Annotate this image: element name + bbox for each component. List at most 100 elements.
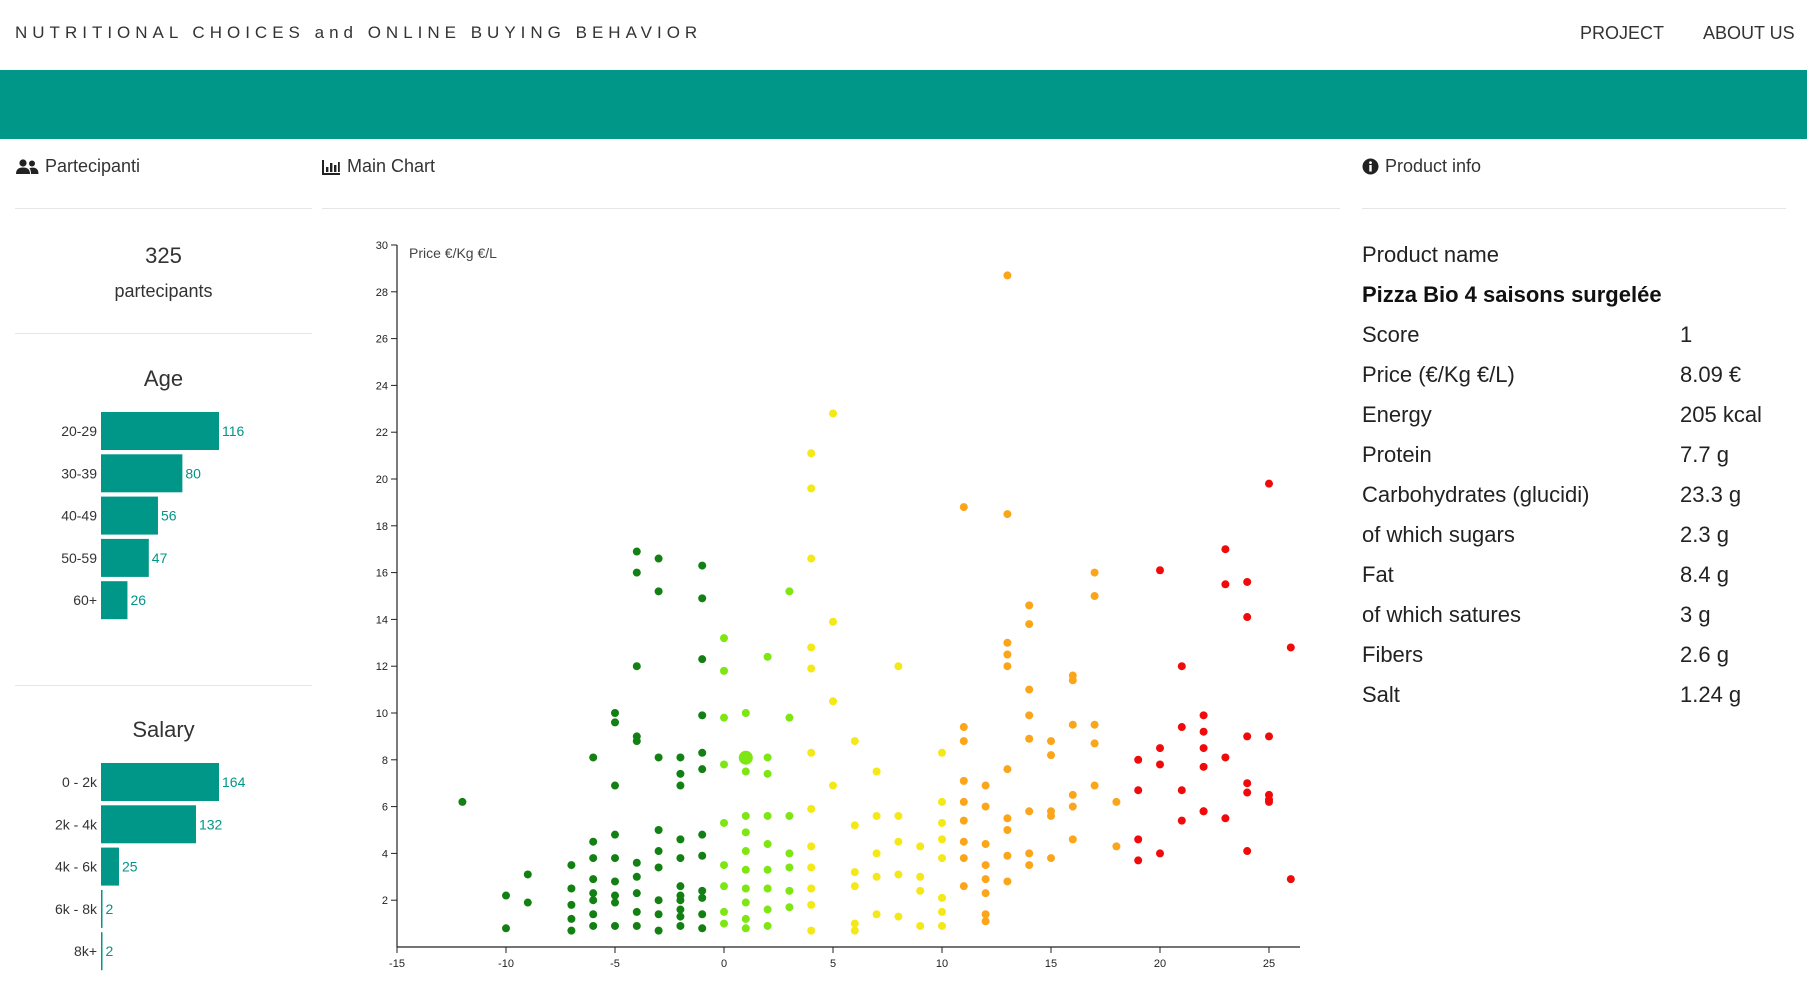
scatter-point[interactable]: [611, 830, 619, 839]
scatter-point[interactable]: [1156, 566, 1164, 575]
scatter-point[interactable]: [807, 554, 816, 563]
scatter-point[interactable]: [1047, 854, 1055, 863]
scatter-point[interactable]: [829, 409, 837, 418]
scatter-point[interactable]: [807, 900, 816, 909]
scatter-point[interactable]: [632, 907, 641, 916]
scatter-point[interactable]: [938, 835, 946, 844]
scatter-point[interactable]: [981, 781, 990, 790]
scatter-point[interactable]: [502, 924, 510, 933]
scatter-point[interactable]: [741, 767, 750, 776]
scatter-point[interactable]: [1177, 816, 1186, 825]
scatter-point[interactable]: [807, 484, 816, 493]
scatter-point[interactable]: [1112, 842, 1121, 851]
scatter-point[interactable]: [523, 898, 532, 907]
nav-about-us[interactable]: ABOUT US: [1703, 23, 1795, 43]
scatter-point[interactable]: [807, 926, 816, 935]
scatter-point[interactable]: [938, 893, 946, 902]
scatter-point[interactable]: [807, 863, 816, 872]
scatter-point[interactable]: [1265, 479, 1273, 488]
scatter-point[interactable]: [676, 753, 685, 762]
bar[interactable]: [101, 538, 149, 577]
scatter-point[interactable]: [611, 921, 619, 930]
scatter-point[interactable]: [698, 711, 707, 720]
scatter-point[interactable]: [894, 870, 903, 879]
scatter-point[interactable]: [763, 865, 772, 874]
scatter-point[interactable]: [632, 921, 641, 930]
scatter-point[interactable]: [1134, 755, 1143, 764]
scatter-point[interactable]: [850, 919, 859, 928]
scatter-point[interactable]: [938, 818, 946, 827]
scatter-point[interactable]: [850, 821, 859, 830]
scatter-point[interactable]: [872, 811, 881, 820]
scatter-point[interactable]: [698, 594, 707, 603]
scatter-point[interactable]: [1003, 650, 1012, 659]
scatter-point[interactable]: [1003, 814, 1012, 823]
scatter-point[interactable]: [654, 896, 663, 905]
scatter-point[interactable]: [916, 872, 925, 881]
scatter-point[interactable]: [698, 910, 707, 919]
scatter-point[interactable]: [589, 889, 598, 898]
scatter-point[interactable]: [720, 919, 728, 928]
scatter-point[interactable]: [676, 921, 685, 930]
scatter-point[interactable]: [763, 769, 772, 778]
scatter-point[interactable]: [872, 872, 881, 881]
scatter-point[interactable]: [763, 652, 772, 661]
scatter-point[interactable]: [698, 748, 707, 757]
scatter-point[interactable]: [1243, 788, 1252, 797]
scatter-point[interactable]: [959, 503, 968, 512]
scatter-point[interactable]: [1177, 662, 1186, 671]
scatter-point[interactable]: [698, 561, 707, 570]
scatter-point[interactable]: [1134, 856, 1143, 865]
scatter-point[interactable]: [1199, 744, 1208, 753]
scatter-point[interactable]: [1090, 720, 1099, 729]
scatter-point[interactable]: [1134, 786, 1143, 795]
scatter-point[interactable]: [1156, 849, 1164, 858]
scatter-point[interactable]: [523, 870, 532, 879]
scatter-point[interactable]: [1221, 753, 1230, 762]
scatter-point[interactable]: [807, 664, 816, 673]
scatter-point[interactable]: [807, 449, 816, 458]
scatter-point[interactable]: [959, 882, 968, 891]
scatter-point[interactable]: [589, 837, 598, 846]
scatter-point[interactable]: [567, 900, 576, 909]
scatter-point[interactable]: [698, 765, 707, 774]
scatter-point[interactable]: [981, 861, 990, 870]
scatter-point[interactable]: [785, 863, 794, 872]
scatter-point[interactable]: [1003, 638, 1012, 647]
scatter-point[interactable]: [1025, 620, 1034, 629]
scatter-point[interactable]: [720, 634, 728, 643]
scatter-point[interactable]: [1068, 835, 1077, 844]
scatter-point[interactable]: [1243, 577, 1252, 586]
scatter-point[interactable]: [894, 912, 903, 921]
scatter-point[interactable]: [1221, 580, 1230, 589]
scatter-point[interactable]: [785, 903, 794, 912]
scatter-point[interactable]: [589, 910, 598, 919]
scatter-point[interactable]: [938, 797, 946, 806]
scatter-point[interactable]: [959, 723, 968, 732]
scatter-point[interactable]: [938, 907, 946, 916]
bar[interactable]: [101, 412, 219, 450]
scatter-point[interactable]: [720, 861, 728, 870]
scatter-point[interactable]: [1243, 732, 1252, 741]
scatter-point[interactable]: [676, 912, 685, 921]
scatter-point[interactable]: [1177, 786, 1186, 795]
scatter-point[interactable]: [698, 893, 707, 902]
scatter-point[interactable]: [807, 842, 816, 851]
scatter-point[interactable]: [458, 797, 467, 806]
scatter-point[interactable]: [916, 842, 925, 851]
bar[interactable]: [101, 805, 196, 844]
scatter-point[interactable]: [938, 921, 946, 930]
scatter-point[interactable]: [1112, 797, 1121, 806]
scatter-point[interactable]: [1025, 711, 1034, 720]
bar[interactable]: [101, 932, 103, 971]
scatter-point[interactable]: [785, 587, 794, 596]
scatter-point[interactable]: [654, 863, 663, 872]
scatter-point[interactable]: [959, 737, 968, 746]
bar[interactable]: [101, 889, 103, 928]
scatter-point[interactable]: [654, 926, 663, 935]
scatter-point[interactable]: [698, 655, 707, 664]
bar[interactable]: [101, 581, 128, 620]
scatter-point[interactable]: [720, 907, 728, 916]
selected-point[interactable]: [738, 750, 753, 765]
scatter-point[interactable]: [720, 666, 728, 675]
